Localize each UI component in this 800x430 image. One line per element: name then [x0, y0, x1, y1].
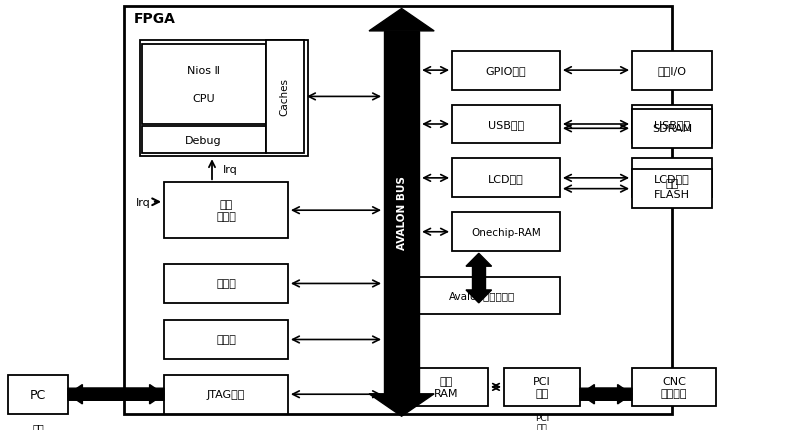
Text: LCD接口: LCD接口	[654, 173, 690, 184]
FancyArrow shape	[580, 385, 632, 404]
Text: Onechip-RAM: Onechip-RAM	[471, 227, 541, 237]
Bar	[164, 375, 288, 414]
Text: Caches: Caches	[280, 78, 290, 116]
Text: 中断
控制器: 中断 控制器	[216, 200, 236, 221]
Polygon shape	[369, 9, 434, 32]
Text: CPU: CPU	[192, 94, 215, 104]
Bar	[632, 105, 712, 144]
Text: 定时器: 定时器	[216, 335, 236, 345]
Text: 数控I/O: 数控I/O	[658, 66, 686, 76]
Bar	[142, 127, 266, 154]
Text: JTAG接口: JTAG接口	[207, 389, 245, 399]
FancyArrow shape	[68, 385, 164, 404]
Text: FPGA: FPGA	[134, 12, 175, 25]
Text: PCI
总线
协议: PCI 总线 协议	[535, 413, 549, 430]
Bar	[124, 7, 672, 414]
Text: Nios Ⅱ: Nios Ⅱ	[187, 66, 220, 76]
FancyArrow shape	[580, 385, 632, 404]
Polygon shape	[369, 394, 434, 416]
Polygon shape	[466, 290, 491, 303]
Bar	[632, 170, 712, 209]
Text: PCI
模块: PCI 模块	[533, 376, 551, 398]
Bar	[632, 368, 716, 406]
Text: Debug: Debug	[186, 135, 222, 145]
Bar	[452, 52, 560, 90]
Text: Irq: Irq	[222, 164, 237, 174]
Bar	[384, 32, 419, 394]
Text: GPIO模块: GPIO模块	[486, 66, 526, 76]
Text: LCD模块: LCD模块	[488, 173, 524, 184]
Text: 双口
RAM: 双口 RAM	[434, 376, 458, 398]
Bar	[164, 320, 288, 359]
Bar	[472, 267, 485, 290]
Text: Avalon三态总线桥: Avalon三态总线桥	[449, 291, 515, 301]
Bar	[266, 41, 304, 154]
Text: USB模块: USB模块	[488, 120, 524, 130]
Bar	[452, 213, 560, 252]
Bar	[632, 110, 712, 148]
Text: AVALON BUS: AVALON BUS	[397, 176, 406, 250]
Bar	[404, 368, 488, 406]
Text: Irq: Irq	[136, 197, 150, 207]
Bar	[164, 183, 288, 239]
Bar	[164, 264, 288, 303]
Bar	[632, 52, 712, 90]
Polygon shape	[466, 254, 491, 267]
Text: PC: PC	[30, 388, 46, 401]
Bar	[452, 159, 560, 198]
Text: SDRAM: SDRAM	[652, 124, 692, 134]
Bar	[404, 277, 560, 314]
Bar	[504, 368, 580, 406]
Bar	[8, 375, 68, 414]
Text: CNC
数控系统: CNC 数控系统	[661, 376, 687, 398]
Text: USB接口: USB接口	[654, 120, 690, 130]
Bar	[140, 41, 308, 157]
Bar	[452, 105, 560, 144]
FancyArrow shape	[68, 385, 164, 404]
Text: 调试
下载: 调试 下载	[32, 422, 44, 430]
Text: 计时器: 计时器	[216, 279, 236, 289]
Bar	[142, 45, 266, 125]
Text: 外接
FLASH: 外接 FLASH	[654, 178, 690, 200]
Bar	[632, 159, 712, 198]
